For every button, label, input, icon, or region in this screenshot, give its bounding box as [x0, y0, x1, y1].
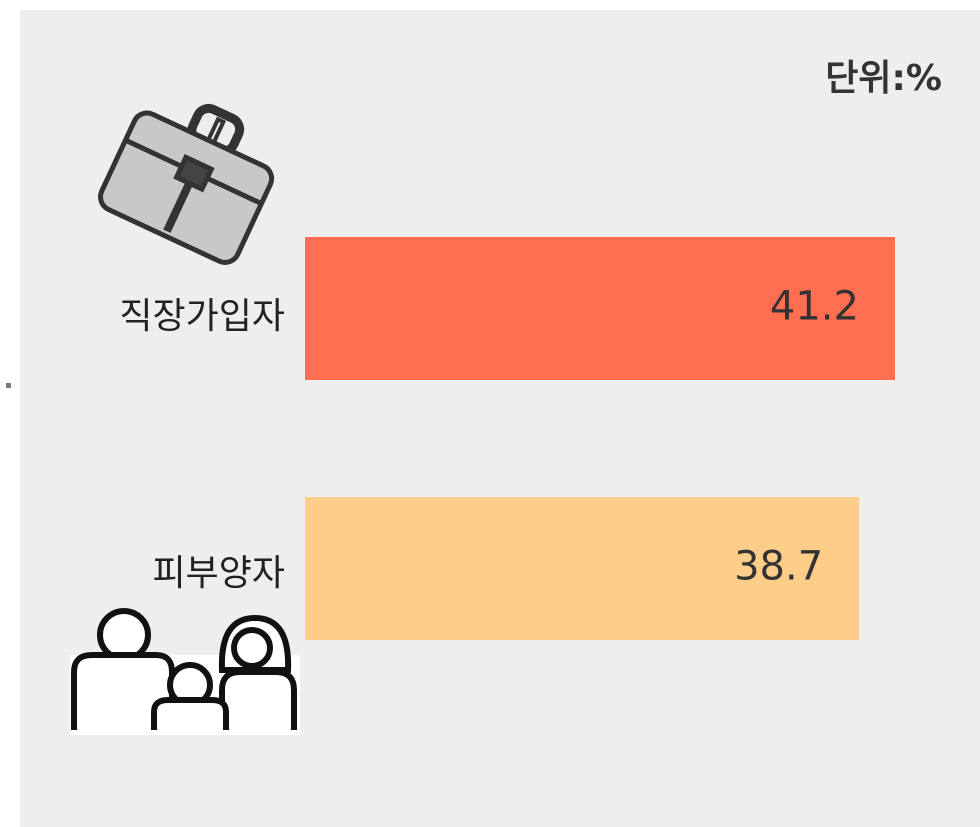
value-label: 38.7	[734, 544, 823, 590]
dot	[6, 383, 11, 388]
family-icon	[70, 608, 300, 735]
bar	[305, 237, 895, 380]
unit-label: 단위:%	[825, 58, 942, 99]
briefcase-icon	[98, 103, 275, 265]
bar	[305, 497, 860, 640]
category-label: 직장가입자	[119, 296, 285, 337]
category-label: 피부양자	[153, 553, 285, 594]
value-label: 41.2	[770, 284, 859, 330]
